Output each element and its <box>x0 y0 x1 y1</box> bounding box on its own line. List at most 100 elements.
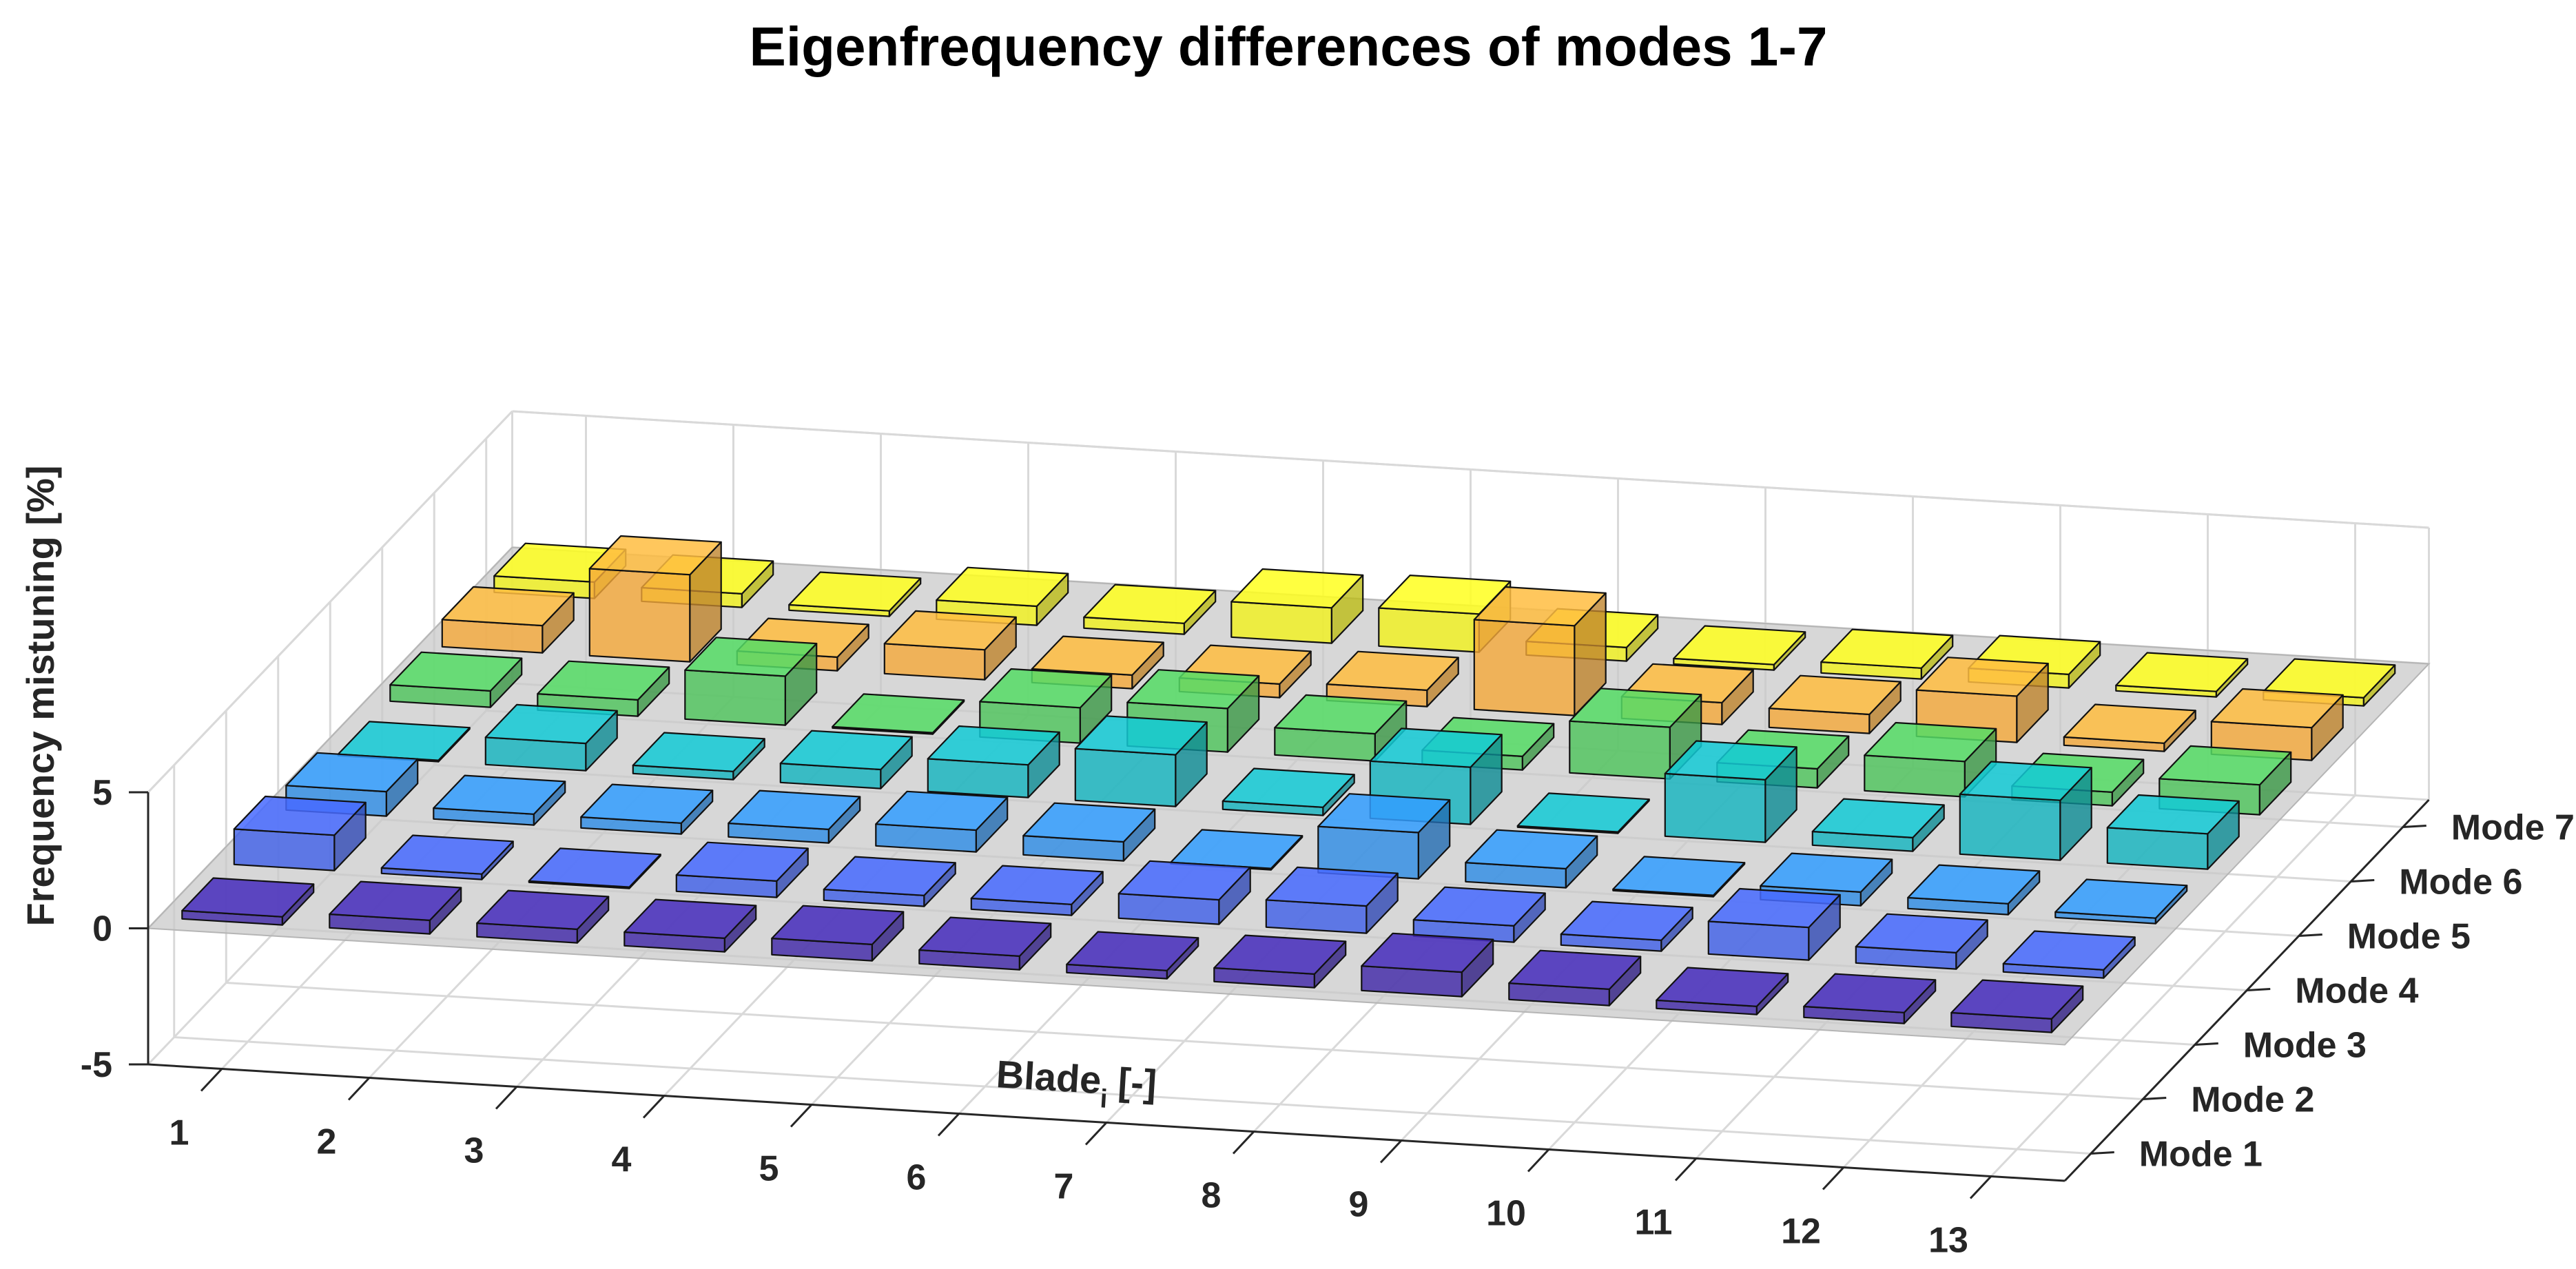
bar-mode1-blade7 <box>1066 931 1199 980</box>
bar-mode5-blade3 <box>684 637 818 726</box>
y-tick <box>2247 988 2271 991</box>
x-axis-label-subscript: i <box>1099 1084 1108 1114</box>
x-tick-label: 11 <box>1635 1203 1673 1243</box>
bar-mode4-blade11 <box>1811 798 1945 852</box>
bar-mode2-blade2 <box>380 834 514 880</box>
bar-mode7-blade10 <box>1820 628 1954 680</box>
y-tick <box>2298 933 2322 937</box>
bar-mode1-blade6 <box>918 916 1052 971</box>
bar-mode4-blade3 <box>632 732 765 781</box>
y-tick-label: Mode 1 <box>2139 1135 2263 1175</box>
bar-mode3-blade13 <box>2054 878 2188 925</box>
bar-mode3-blade10 <box>1612 856 1746 898</box>
bar-mode4-blade9 <box>1516 792 1650 834</box>
x-tick-label: 2 <box>317 1122 337 1162</box>
bar-mode3-blade9 <box>1465 829 1598 889</box>
bar-mode4-blade5 <box>927 725 1060 798</box>
x-tick-label: 6 <box>907 1158 927 1198</box>
bar-mode2-blade7 <box>1117 860 1251 925</box>
x-tick <box>790 1104 813 1128</box>
axis-layer <box>129 791 2430 1199</box>
z-tick-label: 5 <box>92 773 112 813</box>
bar-mode3-blade8 <box>1317 793 1451 880</box>
bar-mode4-blade12 <box>1959 761 2092 861</box>
x-tick-label: 7 <box>1054 1167 1074 1207</box>
bar-mode2-blade4 <box>675 841 809 898</box>
y-tick <box>2090 1151 2114 1155</box>
bar-mode1-blade4 <box>624 898 757 953</box>
bar-mode3-blade5 <box>875 790 1009 853</box>
x-tick <box>1674 1157 1698 1182</box>
x-tick <box>937 1113 960 1137</box>
x-axis-label-main: Blade <box>995 1052 1102 1102</box>
bar-mode7-blade4 <box>936 566 1069 626</box>
floor-grid-line <box>174 1036 2091 1155</box>
x-tick <box>1822 1166 1845 1190</box>
y-tick-label: Mode 6 <box>2399 863 2522 902</box>
y-tick <box>2143 1097 2167 1100</box>
bar-mode6-blade4 <box>883 610 1017 681</box>
x-tick-label: 9 <box>1349 1185 1369 1225</box>
bar-mode2-blade8 <box>1265 866 1399 934</box>
sidewall-edge <box>147 410 513 794</box>
bar-mode5-blade7 <box>1274 694 1408 762</box>
x-tick-label: 12 <box>1781 1212 1821 1252</box>
y-tick-label: Mode 3 <box>2243 1026 2367 1066</box>
bar-mode4-blade10 <box>1664 740 1797 843</box>
bar-mode5-blade9 <box>1569 688 1702 780</box>
x-tick <box>495 1086 518 1110</box>
z-tick-label: -5 <box>81 1045 112 1085</box>
bar-mode7-blade6 <box>1230 568 1364 644</box>
bar-mode5-blade11 <box>1864 721 1997 798</box>
x-tick <box>200 1068 223 1092</box>
bar-mode7-blade3 <box>788 571 922 617</box>
bar-mode2-blade13 <box>2002 930 2136 979</box>
y-tick-label: Mode 4 <box>2295 971 2418 1011</box>
bar-mode1-blade13 <box>1950 979 2084 1033</box>
bar-mode7-blade5 <box>1083 584 1217 635</box>
bar-mode1-blade12 <box>1803 973 1937 1024</box>
bar-mode3-blade4 <box>728 790 861 844</box>
bar-mode2-blade6 <box>970 865 1104 916</box>
bar-mode4-blade13 <box>2106 794 2240 870</box>
y-tick-label: Mode 2 <box>2191 1080 2314 1120</box>
bar-mode2-blade3 <box>528 847 661 889</box>
x-tick-label: 10 <box>1486 1194 1526 1234</box>
bar-mode2-blade5 <box>823 856 956 907</box>
bar-mode3-blade2 <box>433 774 566 826</box>
bar-mode6-blade10 <box>1768 674 1902 734</box>
bar-mode6-blade2 <box>588 535 722 663</box>
chart-title: Eigenfrequency differences of modes 1-7 <box>750 16 1828 77</box>
bar-mode3-blade12 <box>1907 864 2041 916</box>
x-tick-label: 3 <box>464 1131 484 1171</box>
backwall-edge <box>512 410 2429 529</box>
bar-mode6-blade8 <box>1473 586 1607 716</box>
bar-mode5-blade1 <box>389 651 523 708</box>
bar-mode1-blade2 <box>329 880 462 935</box>
bar-mode3-blade7 <box>1170 829 1304 871</box>
bar-mode4-blade6 <box>1074 715 1208 807</box>
x-tick <box>1084 1122 1108 1146</box>
x-tick <box>642 1095 666 1119</box>
bar-mode6-blade1 <box>441 586 575 654</box>
bar-mode5-blade4 <box>832 693 965 735</box>
floor-grid-line <box>226 982 2143 1100</box>
bar-mode2-blade11 <box>1707 887 1841 961</box>
bar-layer <box>181 535 2396 1033</box>
bar-mode6-blade12 <box>2063 703 2196 752</box>
bar-mode4-blade4 <box>779 730 913 790</box>
x-tick <box>1527 1148 1550 1173</box>
bar-mode1-blade9 <box>1361 932 1494 998</box>
x-tick <box>347 1077 371 1101</box>
bar-mode3-blade3 <box>580 783 714 835</box>
bar-mode3-blade6 <box>1022 802 1156 862</box>
x-axis-label: Bladei [-] <box>994 1052 1157 1117</box>
z-tick-label: 0 <box>92 909 112 949</box>
y-tick-label: Mode 7 <box>2451 808 2575 848</box>
x-tick-label: 1 <box>169 1113 189 1153</box>
bar-mode4-blade7 <box>1222 767 1355 816</box>
x-tick-label: 5 <box>759 1149 779 1189</box>
x-tick-label: 13 <box>1928 1221 1968 1261</box>
